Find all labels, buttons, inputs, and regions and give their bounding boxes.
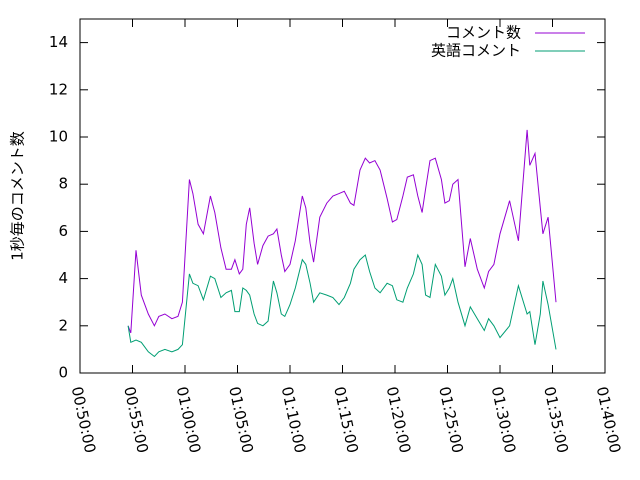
x-tick-label: 01:40:00 <box>593 385 625 455</box>
y-tick-label: 12 <box>49 80 68 98</box>
x-tick-label: 00:55:00 <box>120 385 152 455</box>
legend-label: 英語コメント <box>431 42 521 60</box>
plot-border <box>79 18 606 374</box>
x-tick-label: 01:35:00 <box>540 385 572 455</box>
x-tick-label: 00:50:00 <box>68 385 100 455</box>
y-tick-label: 2 <box>58 316 68 334</box>
series-line <box>127 129 557 334</box>
x-tick-label: 01:00:00 <box>173 385 205 455</box>
series-line <box>127 253 557 358</box>
y-tick-label: 4 <box>58 269 68 287</box>
x-tick-label: 01:25:00 <box>435 385 467 455</box>
x-tick-label: 01:15:00 <box>330 385 362 455</box>
y-tick-label: 0 <box>58 364 68 382</box>
y-tick-label: 6 <box>58 222 68 240</box>
y-tick-label: 10 <box>49 128 68 146</box>
x-tick-label: 01:30:00 <box>488 385 520 455</box>
legend-label: コメント数 <box>446 24 521 42</box>
y-tick-label: 14 <box>49 33 68 51</box>
y-axis-label: 1秒毎のコメント数 <box>9 131 27 261</box>
x-tick-label: 01:20:00 <box>383 385 415 455</box>
x-tick-label: 01:10:00 <box>278 385 310 455</box>
x-tick-label: 01:05:00 <box>225 385 257 455</box>
y-tick-label: 8 <box>58 175 68 193</box>
